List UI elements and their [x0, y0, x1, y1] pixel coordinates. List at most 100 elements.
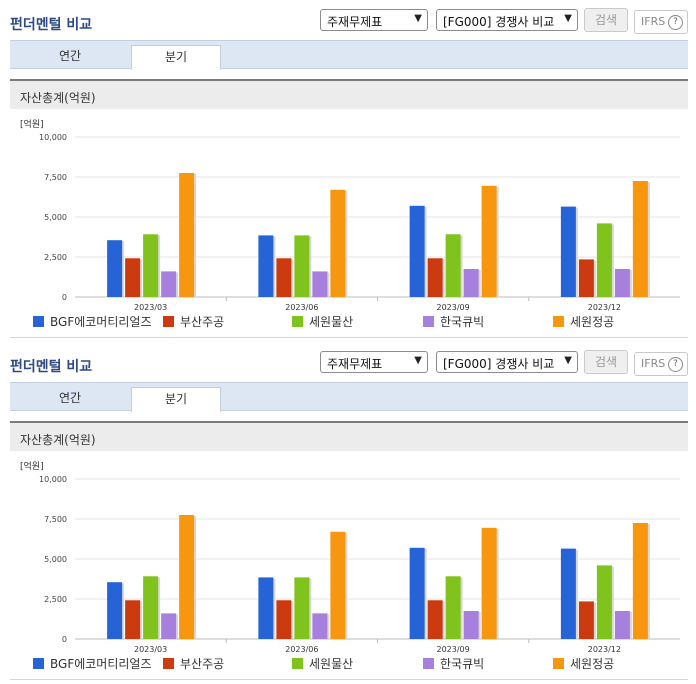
bar	[276, 600, 292, 639]
ifrs-label: IFRS	[641, 357, 666, 370]
x-tick-label: 2023/06	[285, 303, 318, 312]
ifrs-button[interactable]: IFRS ?	[634, 10, 688, 34]
legend-swatch	[292, 658, 303, 669]
bar	[632, 523, 648, 639]
bar	[143, 576, 159, 639]
legend-swatch	[553, 316, 564, 327]
fundamental-panel-1: 펀더멘털 비교 주재무제표 ▼ [FG000] 경쟁사 비교 ▼ 검색 IFRS…	[10, 8, 688, 338]
statement-select-value: 주재무제표	[327, 357, 383, 371]
unit-label: [억원]	[20, 118, 44, 130]
tab-annual[interactable]: 연간	[58, 49, 82, 63]
tab-quarterly[interactable]: 분기	[131, 45, 221, 70]
statement-select-value: 주재무제표	[327, 15, 383, 29]
tab-quarterly[interactable]: 분기	[131, 387, 221, 412]
x-tick-label: 2023/06	[285, 645, 318, 654]
search-button[interactable]: 검색	[584, 350, 628, 374]
fundamental-panel-2: 펀더멘털 비교 주재무제표 ▼ [FG000] 경쟁사 비교 ▼ 검색 IFRS…	[0, 342, 696, 684]
bar	[445, 576, 461, 639]
chevron-down-icon: ▼	[414, 355, 422, 366]
legend-swatch	[163, 658, 174, 669]
tab-annual[interactable]: 연간	[58, 391, 82, 405]
divider	[10, 337, 688, 338]
help-icon: ?	[668, 15, 683, 30]
legend-label: 세원정공	[570, 315, 614, 329]
chevron-down-icon: ▼	[414, 13, 422, 24]
bar	[596, 223, 612, 297]
bar	[276, 258, 292, 297]
legend-label: 세원물산	[309, 315, 353, 329]
unit-label: [억원]	[20, 460, 44, 472]
search-button[interactable]: 검색	[584, 8, 628, 32]
bar	[143, 234, 159, 297]
bar	[294, 577, 310, 639]
bar	[481, 527, 497, 639]
bar	[107, 240, 123, 297]
bar	[560, 548, 576, 639]
compare-select[interactable]: [FG000] 경쟁사 비교 ▼	[436, 351, 578, 373]
bar	[294, 235, 310, 297]
bar	[312, 271, 328, 297]
y-tick-label: 0	[62, 293, 67, 302]
bar	[161, 271, 177, 297]
bar	[463, 269, 479, 297]
bar	[179, 173, 195, 297]
y-tick-label: 2,500	[44, 595, 67, 604]
legend-label: 부산주공	[180, 315, 224, 329]
bar	[125, 258, 141, 297]
x-tick-label: 2023/03	[134, 645, 167, 654]
ifrs-label: IFRS	[641, 15, 666, 28]
bar	[427, 600, 443, 639]
legend-label: BGF에코머티리얼즈	[50, 657, 152, 671]
total-assets-chart: [억원] 0 2,500 5,000 7,500 10,000 2023/03 2023/06…	[20, 118, 680, 329]
y-tick-label: 10,000	[39, 133, 67, 142]
total-assets-chart: [억원] 0 2,500 5,000 7,500 10,000 2023/03 2023/06…	[20, 460, 680, 671]
compare-select-value: [FG000] 경쟁사 비교	[443, 15, 555, 29]
bar	[481, 185, 497, 297]
x-tick-label: 2023/12	[588, 645, 621, 654]
legend-label: 부산주공	[180, 657, 224, 671]
legend-swatch	[163, 316, 174, 327]
statement-select[interactable]: 주재무제표 ▼	[320, 351, 428, 373]
bar	[632, 181, 648, 297]
legend-swatch	[33, 658, 44, 669]
legend-label: 세원물산	[309, 657, 353, 671]
compare-select[interactable]: [FG000] 경쟁사 비교 ▼	[436, 9, 578, 31]
bar	[578, 259, 594, 297]
x-tick-label: 2023/09	[437, 303, 470, 312]
statement-select[interactable]: 주재무제표 ▼	[320, 9, 428, 31]
section-header: 자산총계(억원)	[10, 79, 688, 109]
legend-swatch	[553, 658, 564, 669]
bar	[578, 601, 594, 639]
help-icon: ?	[668, 357, 683, 372]
panel-title: 펀더멘털 비교	[10, 17, 93, 33]
period-tabs: 연간 분기	[10, 40, 688, 70]
y-tick-label: 0	[62, 635, 67, 644]
legend-swatch	[423, 658, 434, 669]
compare-select-value: [FG000] 경쟁사 비교	[443, 357, 555, 371]
legend-swatch	[33, 316, 44, 327]
y-tick-label: 5,000	[44, 555, 67, 564]
legend-label: 한국큐빅	[440, 657, 484, 671]
legend-swatch	[292, 316, 303, 327]
y-tick-label: 5,000	[44, 213, 67, 222]
bar	[330, 189, 346, 297]
bar	[409, 547, 425, 639]
bar	[179, 515, 195, 639]
legend-label: 한국큐빅	[440, 315, 484, 329]
bar	[463, 611, 479, 639]
y-tick-label: 10,000	[39, 475, 67, 484]
bar	[161, 613, 177, 639]
bar	[560, 206, 576, 297]
x-tick-label: 2023/12	[588, 303, 621, 312]
legend-label: BGF에코머티리얼즈	[50, 315, 152, 329]
section-header: 자산총계(억원)	[10, 421, 688, 451]
x-tick-label: 2023/03	[134, 303, 167, 312]
y-tick-label: 7,500	[44, 173, 67, 182]
bar	[258, 577, 274, 639]
bar	[107, 582, 123, 639]
ifrs-button[interactable]: IFRS ?	[634, 352, 688, 376]
bar	[614, 611, 630, 639]
bar	[427, 258, 443, 297]
legend-swatch	[423, 316, 434, 327]
y-tick-label: 7,500	[44, 515, 67, 524]
